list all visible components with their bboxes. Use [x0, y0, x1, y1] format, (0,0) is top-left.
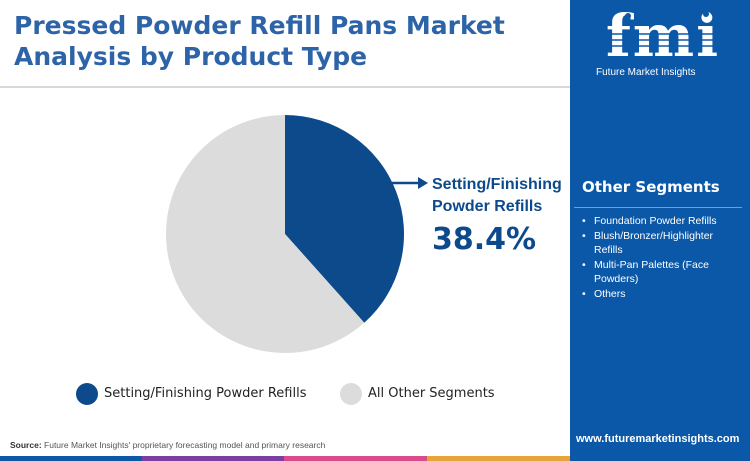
title-line-2: Analysis by Product Type: [14, 42, 368, 71]
website-url: www.futuremarketinsights.com: [576, 433, 740, 445]
list-item: Foundation Powder Refills: [580, 214, 742, 229]
list-item: Blush/Bronzer/Highlighter Refills: [580, 229, 742, 258]
title-line-1: Pressed Powder Refill Pans Market: [14, 11, 505, 40]
other-segments-divider: [574, 207, 742, 208]
title-divider: [0, 86, 570, 88]
logo-text: fmi: [606, 4, 720, 62]
legend-label: Setting/Finishing Powder Refills: [104, 386, 307, 401]
callout-value: 38.4%: [432, 222, 536, 257]
legend-swatch-primary: [76, 383, 98, 405]
pie-slices: [166, 115, 404, 353]
source-note: Source: Future Market Insights' propriet…: [10, 440, 565, 450]
legend-label: All Other Segments: [368, 386, 495, 401]
pie-slice-setting-finishing: [285, 115, 404, 323]
callout-label-line-1: Setting/Finishing: [432, 176, 562, 193]
list-item: Multi-Pan Palettes (Face Powders): [580, 258, 742, 287]
logo-tagline: Future Market Insights: [596, 67, 696, 78]
callout-arrow-head: [418, 177, 428, 189]
other-segments-list: Foundation Powder Refills Blush/Bronzer/…: [580, 214, 742, 301]
bottom-color-bar: [0, 456, 570, 461]
chart-legend: Setting/Finishing Powder Refills All Oth…: [76, 383, 546, 407]
pie-chart: Setting/Finishing Powder Refills 38.4%: [166, 115, 562, 353]
fmi-logo: fmi: [598, 4, 728, 62]
source-text: Future Market Insights' proprietary fore…: [44, 440, 326, 450]
page-title: Pressed Powder Refill Pans Market Analys…: [14, 10, 554, 72]
list-item: Others: [580, 287, 742, 302]
callout-label-line-2: Powder Refills: [432, 198, 542, 215]
callout: Setting/Finishing Powder Refills 38.4%: [392, 176, 562, 257]
legend-swatch-secondary: [340, 383, 362, 405]
source-label: Source:: [10, 440, 42, 450]
pie-slice-all-other: [166, 115, 365, 353]
other-segments-heading: Other Segments: [582, 178, 720, 196]
